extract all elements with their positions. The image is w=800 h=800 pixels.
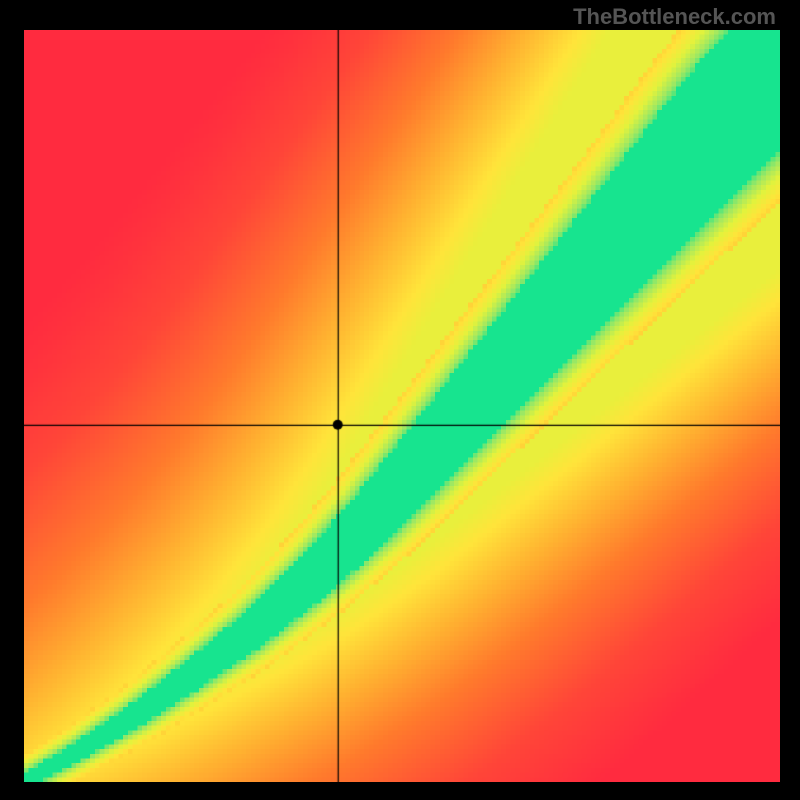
chart-container: TheBottleneck.com <box>0 0 800 800</box>
crosshair-overlay <box>24 30 780 782</box>
watermark-text: TheBottleneck.com <box>573 4 776 30</box>
